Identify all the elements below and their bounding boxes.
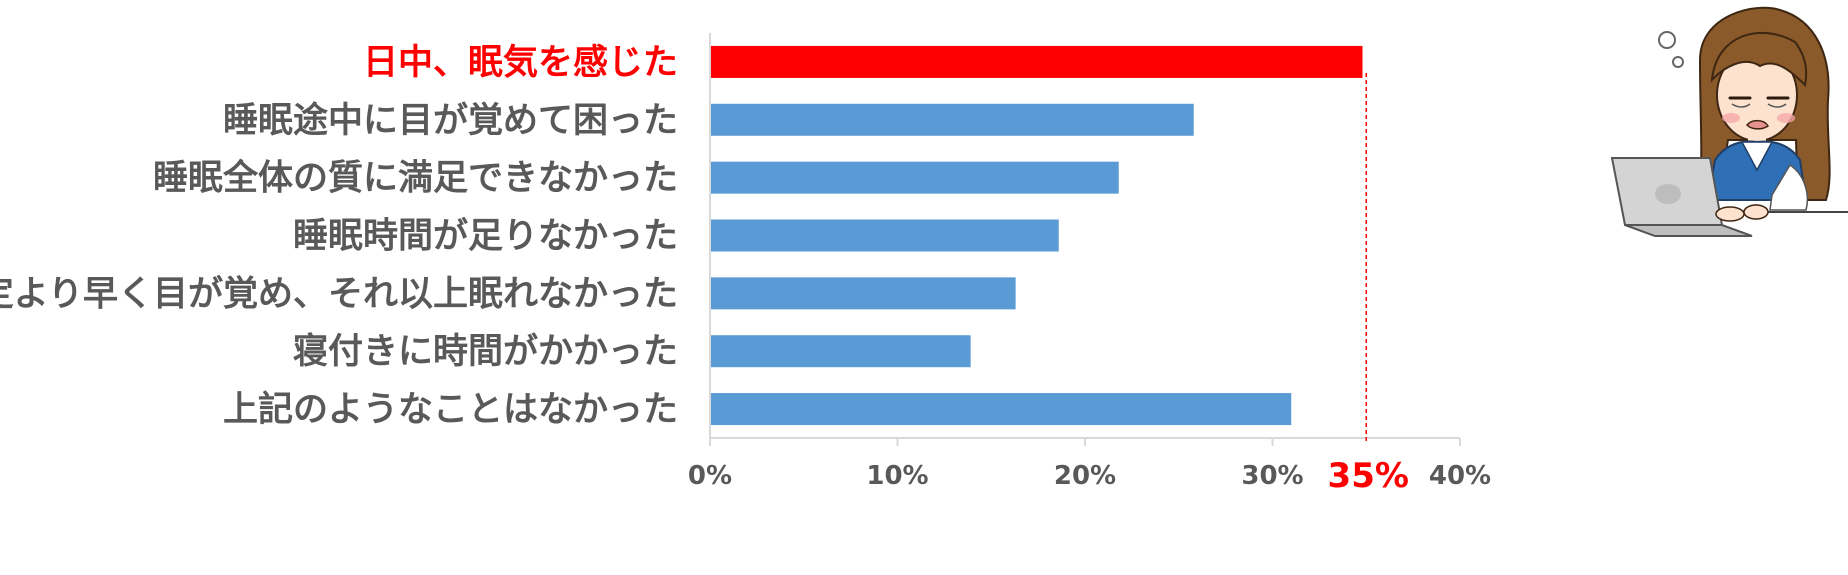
label-layer: 日中、眠気を感じた睡眠途中に目が覚めて困った睡眠全体の質に満足できなかった睡眠時…: [0, 43, 678, 430]
category-label-2: 睡眠全体の質に満足できなかった: [153, 158, 678, 199]
x-tick-label-4: 40%: [1429, 461, 1491, 491]
reference-layer: 35%: [1328, 73, 1409, 496]
x-tick-label-0: 0%: [688, 461, 732, 491]
bar-layer: [711, 45, 1363, 426]
tick-layer: 0% 10% 20% 30% 40%: [688, 438, 1491, 491]
bar-4: [711, 277, 1016, 310]
bar-3: [711, 219, 1059, 252]
category-label-5: 寝付きに時間がかかった: [293, 331, 678, 372]
bar-6: [711, 393, 1292, 426]
x-tick-label-3: 30%: [1241, 461, 1303, 491]
bar-5: [711, 335, 971, 368]
bar-2: [711, 161, 1119, 194]
tired-woman-at-laptop-icon: [1610, 6, 1848, 237]
category-label-0: 日中、眠気を感じた: [363, 43, 678, 83]
reference-line-label: 35%: [1328, 456, 1409, 496]
category-label-1: 睡眠途中に目が覚めて困った: [223, 100, 678, 141]
x-tick-label-1: 10%: [866, 461, 928, 491]
category-label-4: 予定より早く目が覚め、それ以上眠れなかった: [0, 274, 678, 314]
bar-0: [711, 45, 1363, 78]
x-tick-label-2: 20%: [1054, 461, 1116, 491]
category-label-3: 睡眠時間が足りなかった: [293, 217, 678, 257]
bar-1: [711, 103, 1194, 136]
category-label-6: 上記のようなことはなかった: [223, 390, 678, 430]
